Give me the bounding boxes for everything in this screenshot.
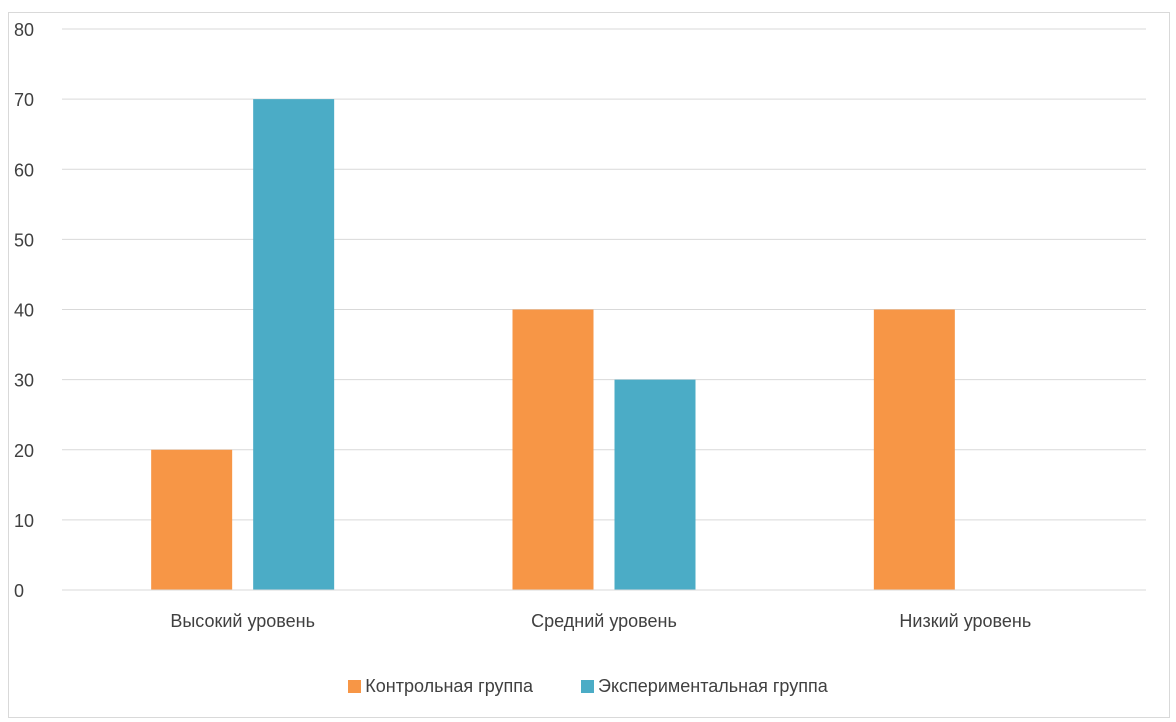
bars [151, 99, 955, 590]
category-label: Средний уровень [531, 611, 677, 631]
bar-control-2 [873, 309, 955, 590]
category-label: Высокий уровень [170, 611, 315, 631]
bar-experimental-0 [253, 99, 335, 590]
y-tick-label: 20 [14, 441, 34, 461]
category-label: Низкий уровень [899, 611, 1031, 631]
y-tick-label: 10 [14, 511, 34, 531]
gridlines [62, 28, 1146, 521]
y-tick-label: 80 [14, 20, 34, 40]
legend-swatch-experimental [581, 680, 595, 693]
legend-item-experimental: Экспериментальная группа [581, 676, 828, 697]
legend-item-control: Контрольная группа [348, 676, 533, 697]
legend: Контрольная группа Экспериментальная гру… [0, 676, 1176, 697]
y-tick-label: 50 [14, 230, 34, 250]
bar-control-0 [151, 449, 233, 590]
legend-swatch-control [348, 680, 362, 693]
legend-label-control: Контрольная группа [365, 676, 534, 696]
y-axis-ticks: 0 10 20 30 40 50 60 70 80 [14, 20, 34, 601]
category-labels: Высокий уровень Средний уровень Низкий уро… [170, 611, 1031, 631]
y-tick-label: 70 [14, 90, 34, 110]
y-tick-label: 0 [14, 581, 24, 601]
y-tick-label: 30 [14, 371, 34, 391]
y-tick-label: 60 [14, 160, 34, 180]
bar-experimental-1 [614, 379, 696, 590]
bar-control-1 [512, 309, 594, 590]
y-tick-label: 40 [14, 301, 34, 321]
legend-label-experimental: Экспериментальная группа [598, 676, 828, 696]
